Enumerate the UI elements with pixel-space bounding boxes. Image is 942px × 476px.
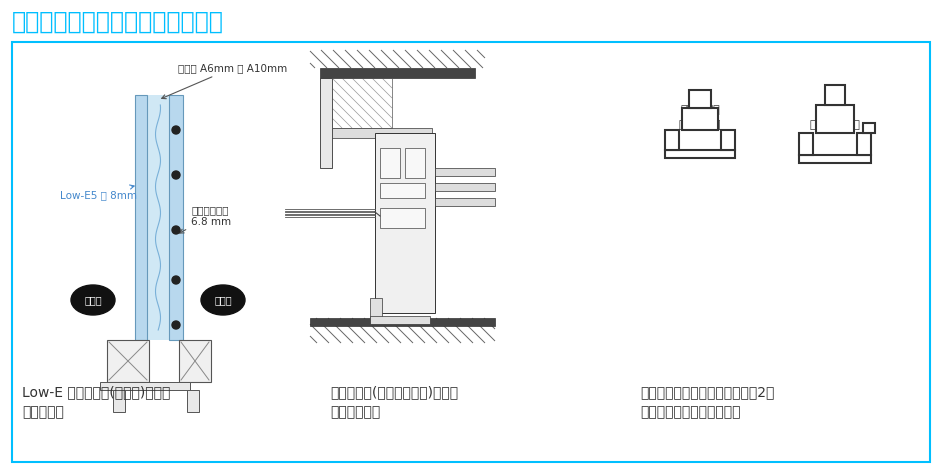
FancyBboxPatch shape (147, 95, 169, 340)
FancyBboxPatch shape (435, 168, 495, 176)
FancyBboxPatch shape (320, 68, 475, 78)
Circle shape (172, 126, 180, 134)
Text: Low-E5 ～ 8mm: Low-E5 ～ 8mm (60, 185, 137, 200)
FancyBboxPatch shape (370, 316, 430, 324)
Text: 室外側: 室外側 (84, 295, 102, 305)
FancyBboxPatch shape (375, 133, 435, 313)
FancyBboxPatch shape (107, 340, 149, 382)
Circle shape (172, 171, 180, 179)
FancyBboxPatch shape (682, 108, 718, 130)
FancyBboxPatch shape (405, 148, 425, 178)
FancyBboxPatch shape (380, 183, 425, 198)
FancyBboxPatch shape (799, 155, 871, 163)
Text: 類の下枠を選択可能です。: 類の下枠を選択可能です。 (640, 405, 740, 419)
FancyBboxPatch shape (721, 130, 735, 150)
FancyBboxPatch shape (435, 198, 495, 206)
FancyBboxPatch shape (320, 78, 332, 168)
FancyBboxPatch shape (380, 208, 425, 228)
Text: （25DH型）: （25DH型） (809, 119, 860, 129)
FancyBboxPatch shape (435, 183, 495, 191)
FancyBboxPatch shape (857, 133, 871, 155)
FancyBboxPatch shape (799, 133, 813, 155)
FancyBboxPatch shape (665, 130, 679, 150)
Circle shape (172, 276, 180, 284)
Text: 無火器工法(ビス止め施工)に対応: 無火器工法(ビス止め施工)に対応 (330, 385, 458, 399)
FancyBboxPatch shape (332, 128, 432, 138)
FancyBboxPatch shape (370, 298, 382, 318)
FancyBboxPatch shape (113, 390, 125, 412)
Text: 高水密レール: 高水密レール (815, 105, 855, 115)
FancyBboxPatch shape (179, 340, 211, 382)
FancyBboxPatch shape (310, 318, 495, 326)
Text: （25D型）: （25D型） (679, 119, 722, 129)
FancyBboxPatch shape (863, 123, 875, 133)
Text: Low-E 複層ガラス(遮熱型)が組込: Low-E 複層ガラス(遮熱型)が組込 (22, 385, 171, 399)
FancyBboxPatch shape (100, 382, 190, 390)
Text: 網入リガラス
6.8 mm: 網入リガラス 6.8 mm (180, 205, 231, 233)
FancyBboxPatch shape (187, 390, 199, 412)
Text: 段付きレール、高水密レールの2種: 段付きレール、高水密レールの2種 (640, 385, 774, 399)
Ellipse shape (71, 285, 115, 315)
FancyBboxPatch shape (665, 150, 735, 158)
Text: 室内側: 室内側 (214, 295, 232, 305)
Text: 段付きレール: 段付きレール (680, 105, 720, 115)
FancyBboxPatch shape (380, 148, 400, 178)
Ellipse shape (201, 285, 245, 315)
FancyBboxPatch shape (169, 95, 183, 340)
FancyBboxPatch shape (825, 85, 845, 105)
Circle shape (172, 226, 180, 234)
Text: 防火設備複層ガラスタイプの特徴: 防火設備複層ガラスタイプの特徴 (12, 10, 224, 34)
Circle shape (172, 321, 180, 329)
Text: 中空層 A6mm ～ A10mm: 中空層 A6mm ～ A10mm (162, 63, 287, 99)
FancyBboxPatch shape (135, 95, 147, 340)
Text: しています。: しています。 (330, 405, 381, 419)
Text: 可能です。: 可能です。 (22, 405, 64, 419)
FancyBboxPatch shape (816, 105, 854, 133)
FancyBboxPatch shape (689, 90, 711, 108)
